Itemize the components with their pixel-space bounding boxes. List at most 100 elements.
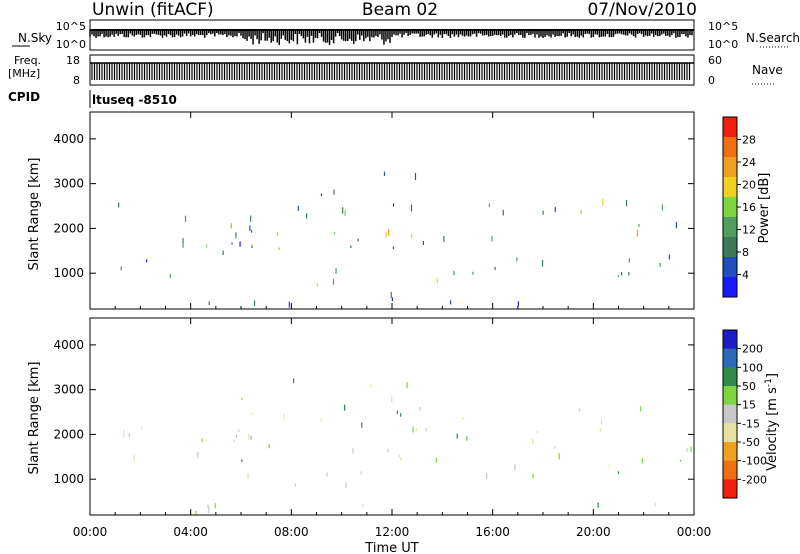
power-colorbar-swatch [723,217,737,238]
power-cell [182,243,184,248]
velocity-cell [532,473,534,479]
velocity-cell [485,473,488,480]
velocity-cell [617,471,620,474]
velocity-cell [387,448,389,453]
velocity-cell [352,448,354,454]
power-cell [449,300,452,305]
freq-label-line1: Freq. [14,54,41,67]
power-cell [333,189,335,195]
power-cell [422,240,425,245]
power-cell [357,238,359,242]
x-tick-label: 00:00 [73,525,108,539]
power-cell [250,215,252,222]
power-colorbar-swatch [723,257,737,278]
power-cell [414,173,417,180]
velocity-y-tick: 1000 [53,472,84,486]
velocity-cell [435,457,437,463]
velocity-cell [128,432,130,438]
velocity-cell [195,511,197,515]
power-colorbar-tick: 8 [742,246,749,259]
velocity-cell [268,444,270,449]
freq-tick-bottom: 8 [73,74,80,87]
x-tick-label: 20:00 [576,525,611,539]
power-cell [668,254,671,260]
power-colorbar-label: Power [dB] [757,173,772,244]
power-y-tick: 3000 [53,177,84,191]
velocity-cell [361,422,363,428]
x-tick-label: 04:00 [173,525,208,539]
power-colorbar-tick: 16 [742,201,756,214]
power-cell [208,301,210,306]
power-y-label: Slant Range [km] [27,158,42,271]
power-cell [231,242,233,245]
power-cell [222,250,224,256]
velocity-cell [238,429,240,433]
power-cell [297,205,299,211]
cpid-label: CPID [8,90,40,104]
x-tick-label: 00:00 [677,525,712,539]
velocity-colorbar-swatch [723,330,737,350]
nave-label: Nave [752,63,783,77]
power-y-tick: 4000 [53,132,84,146]
velocity-cell [415,428,417,432]
velocity-cell [456,433,458,439]
velocity-cell [425,427,427,432]
velocity-cell [360,471,362,475]
velocity-cell [133,455,135,462]
power-cell [335,267,337,275]
power-cell [276,231,279,237]
velocity-cell [207,504,209,508]
velocity-colorbar-swatch [723,386,737,406]
noise-left-tick-bottom: 10^0 [56,38,86,51]
power-cell [491,236,493,242]
date-title: 07/Nov/2010 [587,0,697,20]
power-cell [320,193,323,196]
velocity-cell [283,414,285,420]
power-cell [120,266,122,271]
station-title: Unwin (fitACF) [92,0,214,20]
velocity-colorbar-tick: 200 [742,343,763,356]
velocity-cell [241,397,243,400]
power-cell [516,257,518,262]
velocity-cell [396,410,398,414]
power-cell [251,245,253,249]
power-cell [541,259,544,267]
velocity-cell [344,404,346,411]
power-cell [436,277,438,284]
power-cell [410,204,413,212]
power-cell [554,206,556,213]
power-cell [617,275,619,278]
power-cell [145,259,148,263]
cpid-row: CPID ltuseq -8510 [8,90,177,108]
velocity-cell [235,434,238,439]
velocity-cell [398,454,400,458]
noise-left-label: N.Sky [18,31,52,45]
power-colorbar-tick: 12 [742,224,756,237]
velocity-cell [514,464,516,472]
velocity-cell [250,435,252,440]
power-cell [288,301,290,308]
velocity-colorbar-swatch [723,460,737,480]
velocity-cell [640,406,642,412]
velocity-y-tick: 2000 [53,427,84,441]
velocity-colorbar-label: Velocity [m s-1] [764,373,780,471]
power-cell [628,258,630,263]
velocity-cell [201,438,203,443]
power-colorbar-swatch [723,197,737,218]
velocity-colorbar-swatch [723,404,737,424]
power-cell [305,213,308,219]
velocity-cell [247,472,249,479]
velocity-cell [690,446,692,453]
velocity-y-tick: 3000 [53,383,84,397]
velocity-cell [362,504,364,507]
power-cell [118,202,120,208]
velocity-cell [679,459,682,462]
velocity-colorbar-swatch [723,423,737,443]
noise-left-tick-top: 10^5 [56,20,86,33]
power-cell [472,271,474,275]
velocity-colorbar-swatch [723,442,737,462]
power-cell [580,210,582,214]
power-cell [182,238,184,244]
beam-title: Beam 02 [362,0,438,20]
